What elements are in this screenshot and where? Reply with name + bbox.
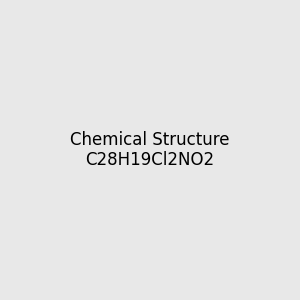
Text: Chemical Structure
C28H19Cl2NO2: Chemical Structure C28H19Cl2NO2 <box>70 130 230 170</box>
